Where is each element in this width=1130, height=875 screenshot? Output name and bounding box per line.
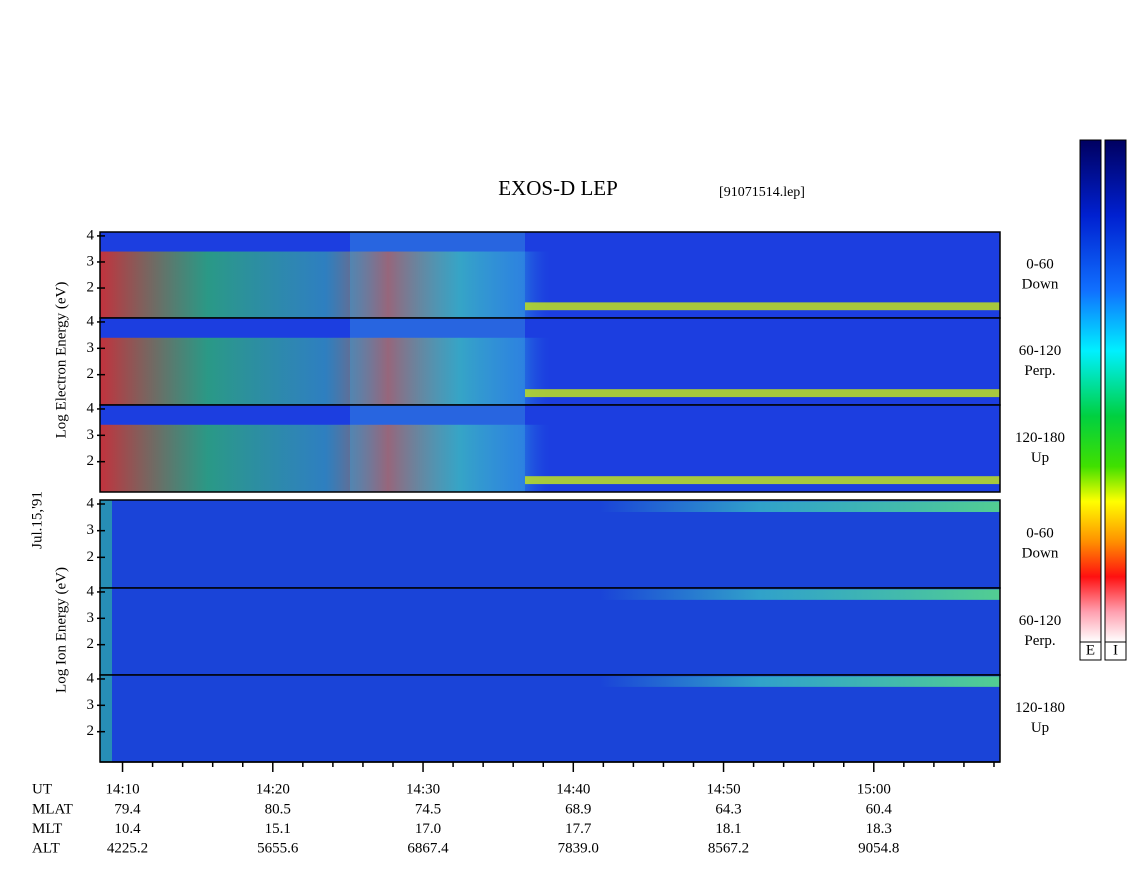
panel-angle-label: 120-180 (1015, 430, 1065, 446)
spectrogram-feature (525, 476, 1000, 485)
ephemeris-value: 17.0 (415, 821, 441, 837)
colorbar (1079, 139, 1102, 643)
y-tick-label: 4 (87, 313, 95, 329)
spectrogram-background (100, 588, 1000, 675)
y-tick-label: 4 (87, 400, 95, 416)
spectrogram-background (100, 500, 1000, 588)
date-label: Jul.15,'91 (29, 491, 45, 549)
y-tick-label: 4 (87, 227, 95, 243)
chart-title: EXOS-D LEP (498, 176, 618, 200)
y-tick-label: 3 (87, 697, 95, 713)
ephemeris-value: 68.9 (565, 801, 591, 817)
spectrogram-background (100, 675, 1000, 762)
ephemeris-value: 17.7 (565, 821, 592, 837)
panel-angle-label: 0-60 (1026, 256, 1054, 272)
ephemeris-value: 79.4 (114, 801, 141, 817)
panel-direction-label: Down (1022, 545, 1059, 561)
x-tick-label: 15:00 (857, 781, 891, 797)
colorbar-label: I (1113, 642, 1118, 658)
panel-angle-label: 60-120 (1019, 343, 1062, 359)
ephemeris-header: ALT (32, 840, 60, 856)
spectrogram-feature (600, 501, 1000, 512)
ephemeris-header: UT (32, 781, 52, 797)
y-tick-label: 3 (87, 522, 95, 538)
spectrogram-feature (100, 500, 112, 588)
ephemeris-value: 80.5 (265, 801, 291, 817)
y-tick-label: 3 (87, 610, 95, 626)
ion-axis-label: Log Ion Energy (eV) (53, 567, 69, 693)
electron-axis-label: Log Electron Energy (eV) (53, 282, 69, 439)
ephemeris-value: 18.1 (715, 821, 741, 837)
spectrogram-feature (350, 318, 525, 405)
panel-angle-label: 120-180 (1015, 700, 1065, 716)
colorbar-label: E (1086, 642, 1095, 658)
y-tick-label: 3 (87, 340, 95, 356)
panel-direction-label: Perp. (1024, 633, 1055, 649)
ephemeris-header: MLAT (32, 801, 73, 817)
x-tick-label: 14:30 (406, 781, 440, 797)
spectrogram-feature (100, 588, 112, 675)
ephemeris-value: 4225.2 (107, 840, 148, 856)
panel-direction-label: Up (1031, 720, 1049, 736)
panel-direction-label: Down (1022, 276, 1059, 292)
ephemeris-value: 64.3 (715, 801, 741, 817)
ephemeris-value: 7839.0 (558, 840, 599, 856)
ephemeris-value: 9054.8 (858, 840, 899, 856)
y-tick-label: 2 (87, 453, 95, 469)
panel-angle-label: 60-120 (1019, 613, 1062, 629)
ephemeris-header: MLT (32, 821, 62, 837)
colorbar-box (1079, 641, 1102, 661)
y-tick-label: 2 (87, 636, 95, 652)
y-tick-label: 4 (87, 583, 95, 599)
x-tick-label: 14:40 (556, 781, 590, 797)
spectrogram-feature (600, 589, 1000, 600)
panel-angle-label: 0-60 (1026, 525, 1054, 541)
ephemeris-value: 60.4 (866, 801, 893, 817)
y-tick-label: 4 (87, 495, 95, 511)
file-label: [91071514.lep] (719, 185, 805, 200)
y-tick-label: 2 (87, 366, 95, 382)
y-tick-label: 2 (87, 549, 95, 565)
panel-direction-label: Up (1031, 450, 1049, 466)
ephemeris-value: 5655.6 (257, 840, 299, 856)
x-tick-label: 14:50 (706, 781, 740, 797)
ephemeris-value: 8567.2 (708, 840, 749, 856)
panel-frame (99, 404, 1001, 493)
x-tick-label: 14:10 (105, 781, 139, 797)
spectrogram-feature (350, 405, 525, 492)
spectrogram-feature (600, 676, 1000, 687)
panel-direction-label: Perp. (1024, 363, 1055, 379)
spectrogram-feature (350, 232, 525, 318)
colorbar-box (1104, 641, 1127, 661)
spectrogram-feature (525, 389, 1000, 398)
spectrogram-feature (525, 302, 1000, 311)
y-tick-label: 2 (87, 279, 95, 295)
y-tick-label: 4 (87, 670, 95, 686)
ephemeris-value: 18.3 (866, 821, 892, 837)
ephemeris-value: 10.4 (114, 821, 141, 837)
colorbar (1104, 139, 1127, 643)
spectrogram-feature (100, 675, 112, 762)
ephemeris-value: 15.1 (265, 821, 291, 837)
ephemeris-value: 6867.4 (407, 840, 449, 856)
y-tick-label: 3 (87, 427, 95, 443)
y-tick-label: 3 (87, 253, 95, 269)
ephemeris-value: 74.5 (415, 801, 441, 817)
y-tick-label: 2 (87, 723, 95, 739)
x-tick-label: 14:20 (256, 781, 290, 797)
